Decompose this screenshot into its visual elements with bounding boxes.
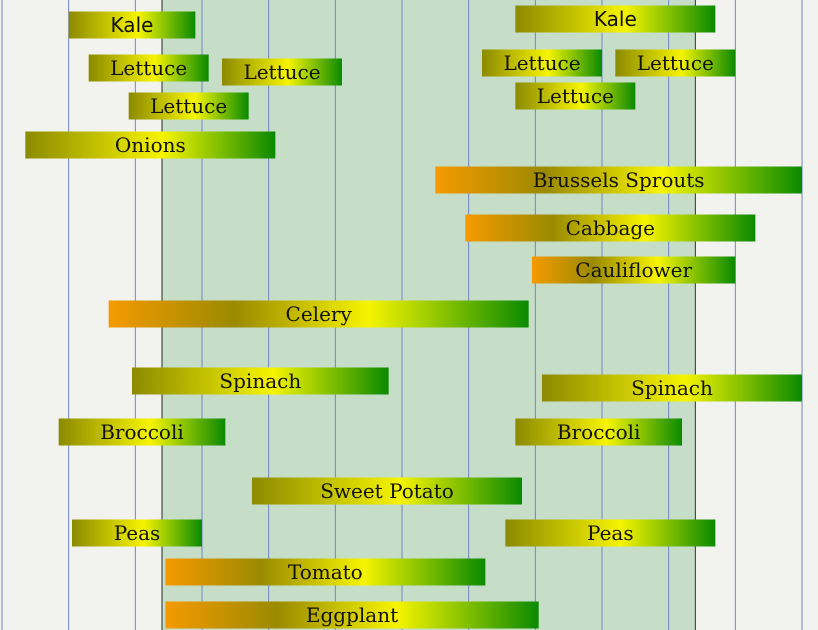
bar-eggplant (165, 601, 539, 629)
bar-label-spinach: Spinach (631, 376, 713, 400)
bar-label-lettuce: Lettuce (243, 60, 320, 84)
bar-label-lettuce: Lettuce (537, 84, 614, 108)
bar-broccoli (515, 418, 682, 446)
bar-celery (108, 300, 529, 328)
bars (25, 5, 802, 629)
bar-label-cabbage: Cabbage (566, 216, 655, 240)
bar-label-lettuce: Lettuce (110, 56, 187, 80)
bar-lettuce (615, 49, 736, 77)
bar-label-broccoli: Broccoli (100, 420, 184, 444)
bar-label-eggplant: Eggplant (306, 603, 398, 627)
bar-kale (68, 11, 196, 39)
bar-cabbage (465, 214, 756, 242)
bar-peas (72, 519, 202, 547)
bar-lettuce (128, 92, 249, 120)
bar-onions (25, 131, 276, 159)
bar-label-celery: Celery (286, 302, 353, 326)
bar-peas (505, 519, 716, 547)
bar-label-sweet-potato: Sweet Potato (320, 479, 454, 503)
bar-spinach (542, 374, 802, 402)
bar-tomato (165, 558, 486, 586)
bar-label-spinach: Spinach (219, 369, 301, 393)
bar-label-kale: Kale (111, 13, 154, 37)
bar-lettuce (222, 58, 342, 86)
bar-brussels-sprouts (435, 166, 802, 194)
bar-lettuce (88, 54, 209, 82)
bar-label-lettuce: Lettuce (503, 51, 580, 75)
bar-label-brussels-sprouts: Brussels Sprouts (533, 168, 705, 192)
bar-sweet-potato (252, 477, 522, 505)
bar-label-onions: Onions (115, 133, 186, 157)
bar-label-tomato: Tomato (288, 560, 363, 584)
bar-label-broccoli: Broccoli (557, 420, 641, 444)
bar-label-lettuce: Lettuce (637, 51, 714, 75)
bar-spinach (132, 367, 389, 395)
bar-kale (515, 5, 716, 33)
bar-lettuce (515, 82, 636, 110)
bar-lettuce (482, 49, 602, 77)
bar-broccoli (58, 418, 226, 446)
bar-label-peas: Peas (114, 521, 161, 545)
bar-label-cauliflower: Cauliflower (575, 258, 692, 282)
bar-label-peas: Peas (587, 521, 634, 545)
bar-label-lettuce: Lettuce (150, 94, 227, 118)
bar-label-kale: Kale (594, 7, 637, 31)
bar-cauliflower (532, 256, 736, 284)
